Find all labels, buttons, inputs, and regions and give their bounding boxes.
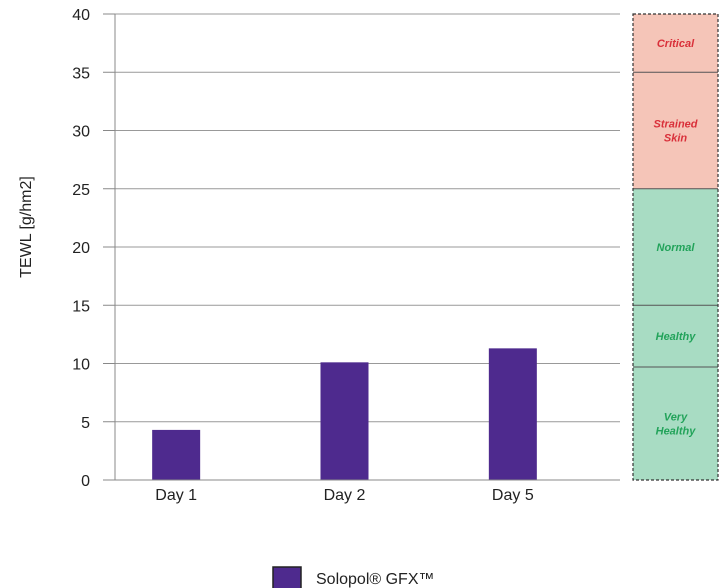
zone-band	[633, 72, 718, 189]
zone-label: Skin	[664, 133, 688, 145]
x-tick-label: Day 2	[324, 487, 366, 504]
bar	[488, 348, 537, 480]
zone-band	[633, 188, 718, 306]
x-tick-label: Day 1	[155, 487, 197, 504]
y-tick-label: 10	[72, 357, 90, 374]
zone-band	[633, 305, 718, 367]
zone-label: Critical	[657, 38, 695, 50]
y-tick-label: 15	[72, 298, 90, 315]
bars	[152, 348, 537, 480]
bar	[320, 362, 369, 480]
zone-label: Normal	[657, 242, 696, 254]
y-tick-label: 35	[72, 65, 90, 82]
gridlines	[115, 13, 620, 423]
y-tick-label: 25	[72, 182, 90, 199]
y-tick-label: 5	[81, 415, 90, 432]
y-tick-label: 40	[72, 7, 90, 24]
zone-band	[633, 366, 718, 480]
zone-panel-border	[632, 13, 719, 481]
y-tick-labels: 0 5 10 15 20 25 30 35 40	[72, 7, 90, 490]
skin-condition-zones: Very Healthy Healthy Normal Strained Skin Crit…	[632, 13, 719, 481]
legend-label: Solopol® GFX™	[316, 571, 435, 588]
legend: Solopol® GFX™	[272, 566, 435, 588]
y-tick-label: 20	[72, 240, 90, 257]
axes	[103, 13, 620, 481]
zone-label: Very	[664, 411, 688, 423]
legend-swatch	[272, 566, 302, 588]
zone-label: Healthy	[656, 331, 697, 343]
bar	[152, 429, 201, 480]
y-tick-label: 0	[81, 473, 90, 490]
zone-label: Healthy	[656, 425, 697, 437]
y-axis-label: TEWL [g/hm2]	[18, 176, 35, 278]
x-tick-label: Day 5	[492, 487, 534, 504]
zone-label: Strained	[653, 119, 697, 131]
zone-band	[633, 14, 718, 73]
y-tick-label: 30	[72, 124, 90, 141]
x-tick-labels: Day 1 Day 2 Day 5	[155, 487, 534, 504]
